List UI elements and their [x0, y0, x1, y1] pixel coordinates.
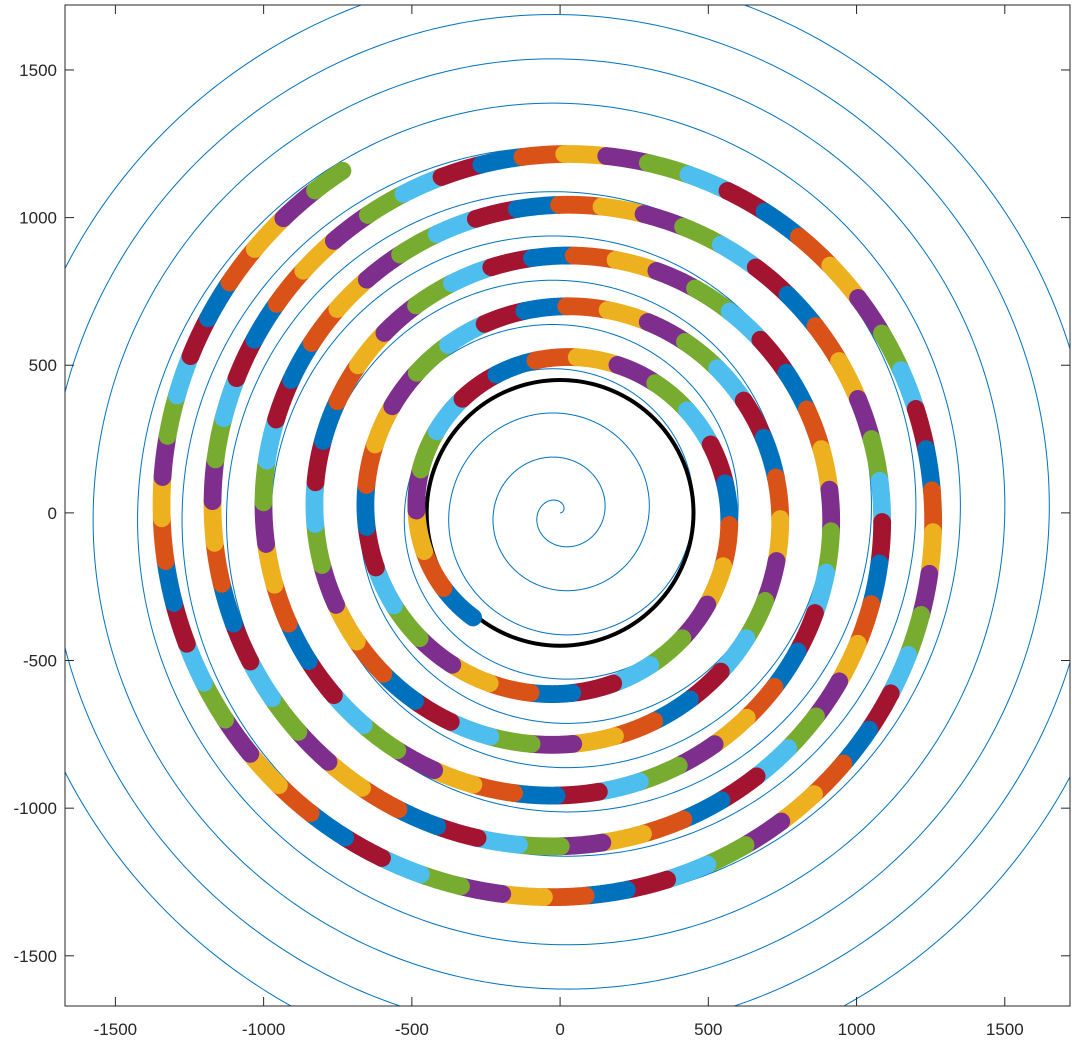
y-tick-label: 500 [29, 356, 57, 375]
y-tick-label: 0 [48, 504, 57, 523]
x-tick-label: -1500 [94, 1020, 137, 1039]
plot-area [65, 5, 1070, 1006]
y-tick-label: 1000 [19, 209, 57, 228]
reference-circle [424, 378, 696, 648]
y-tick-label: -1000 [14, 799, 57, 818]
x-tick-label: 1500 [986, 1020, 1024, 1039]
y-tick-label: -500 [23, 652, 57, 671]
y-tick-label: 1500 [19, 61, 57, 80]
x-tick-label: 1000 [838, 1020, 876, 1039]
x-tick-label: -500 [395, 1020, 429, 1039]
spiral-segment [306, 161, 352, 200]
x-tick-label: 500 [694, 1020, 722, 1039]
axes-box [64, 4, 1071, 1007]
x-tick-label: -1000 [242, 1020, 285, 1039]
tick-layer: -1500 -1000 -500 0 500 1000 1500 -1500 -1000 -500… [14, 5, 1070, 1039]
x-tick-label: 0 [555, 1020, 564, 1039]
y-tick-label: -1500 [14, 947, 57, 966]
